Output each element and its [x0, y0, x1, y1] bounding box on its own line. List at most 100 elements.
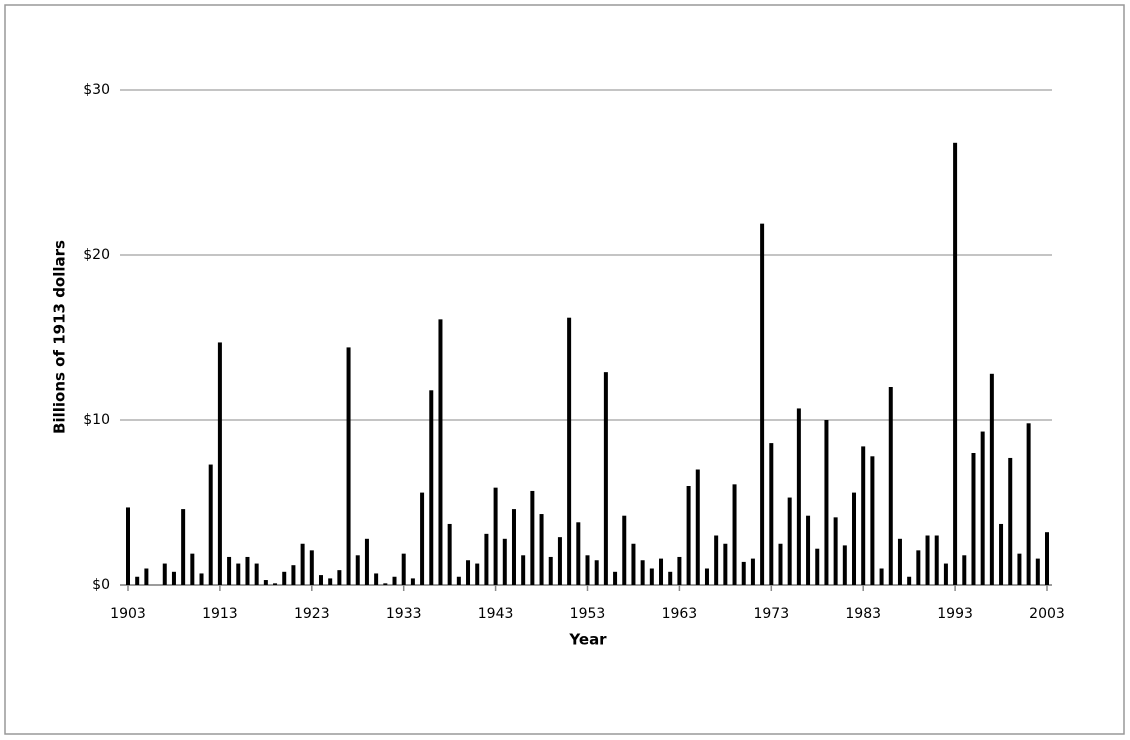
bar [364, 538, 369, 585]
bar [171, 571, 176, 585]
bar [659, 558, 664, 585]
bar [622, 515, 627, 585]
x-axis-label: Year [568, 631, 607, 649]
bar [861, 446, 866, 585]
bar [953, 142, 958, 586]
bar [888, 387, 893, 585]
bar [603, 372, 608, 585]
x-tick-label: 1913 [202, 606, 238, 622]
bar [208, 464, 213, 585]
bar [401, 553, 406, 585]
bar [521, 555, 526, 585]
bar [309, 550, 314, 585]
bar [438, 319, 443, 585]
y-axis-label: Billions of 1913 dollars [51, 240, 69, 434]
bar [852, 492, 857, 585]
x-tick-label: 1903 [110, 606, 146, 622]
bar [263, 580, 268, 585]
bar [245, 556, 250, 585]
bar [254, 563, 259, 585]
bar [337, 570, 342, 585]
y-tick-label: $0 [92, 577, 110, 593]
bar [631, 543, 636, 585]
bar [1035, 558, 1040, 585]
bar [539, 514, 544, 585]
bar [907, 576, 912, 585]
bar [815, 548, 820, 585]
bar [613, 571, 618, 585]
bar [704, 568, 709, 585]
bar [144, 568, 149, 585]
bar [318, 575, 323, 585]
bar [585, 555, 590, 585]
bar [383, 583, 388, 585]
x-tick-label: 1963 [662, 606, 698, 622]
x-tick-label: 1953 [570, 606, 606, 622]
bar [897, 538, 902, 585]
bar [971, 453, 976, 585]
bar [787, 497, 792, 585]
bar [291, 565, 296, 585]
bar [796, 408, 801, 585]
bar [640, 560, 645, 585]
bar [493, 487, 498, 585]
bar [769, 443, 774, 585]
y-tick-label: $20 [83, 247, 110, 263]
bar [723, 543, 728, 585]
bar [677, 556, 682, 585]
bar [126, 507, 130, 585]
bar [1026, 423, 1031, 585]
bar [355, 555, 360, 585]
bar [162, 563, 167, 585]
x-tick-label: 2003 [1029, 606, 1065, 622]
bar [511, 509, 516, 585]
x-tick-label: 1933 [386, 606, 422, 622]
bar [557, 537, 562, 585]
bar [374, 573, 379, 585]
bar [732, 484, 737, 585]
bar [410, 578, 415, 585]
bar [181, 509, 186, 585]
bar [980, 431, 985, 585]
bar [282, 571, 287, 585]
bar [447, 523, 452, 585]
bar [649, 568, 654, 585]
bar [934, 535, 939, 585]
bar [273, 583, 278, 585]
bar [962, 555, 967, 585]
bar [741, 561, 746, 585]
bar [824, 420, 829, 585]
bar [236, 563, 241, 585]
bar [999, 523, 1004, 585]
bar [466, 560, 471, 585]
bar [502, 538, 507, 585]
bar [1045, 532, 1049, 585]
bar [879, 568, 884, 585]
bar [925, 535, 930, 585]
x-tick-label: 1983 [845, 606, 881, 622]
x-tick-label: 1973 [753, 606, 789, 622]
bar [475, 563, 480, 585]
bar [943, 563, 948, 585]
bar [328, 578, 333, 585]
bar [760, 223, 765, 585]
bar [576, 522, 581, 585]
bar [714, 535, 719, 585]
bar [750, 558, 755, 585]
bar [300, 543, 305, 585]
x-tick-label: 1943 [478, 606, 514, 622]
y-tick-label: $30 [83, 82, 110, 98]
bar [594, 560, 599, 585]
bar [548, 556, 553, 585]
bar [227, 556, 232, 585]
bar [392, 576, 397, 585]
bar [135, 576, 140, 585]
bar [778, 543, 783, 585]
bar [429, 390, 434, 585]
bar [1017, 553, 1022, 585]
bar [989, 373, 994, 585]
bar [806, 515, 811, 585]
bar [199, 573, 204, 585]
